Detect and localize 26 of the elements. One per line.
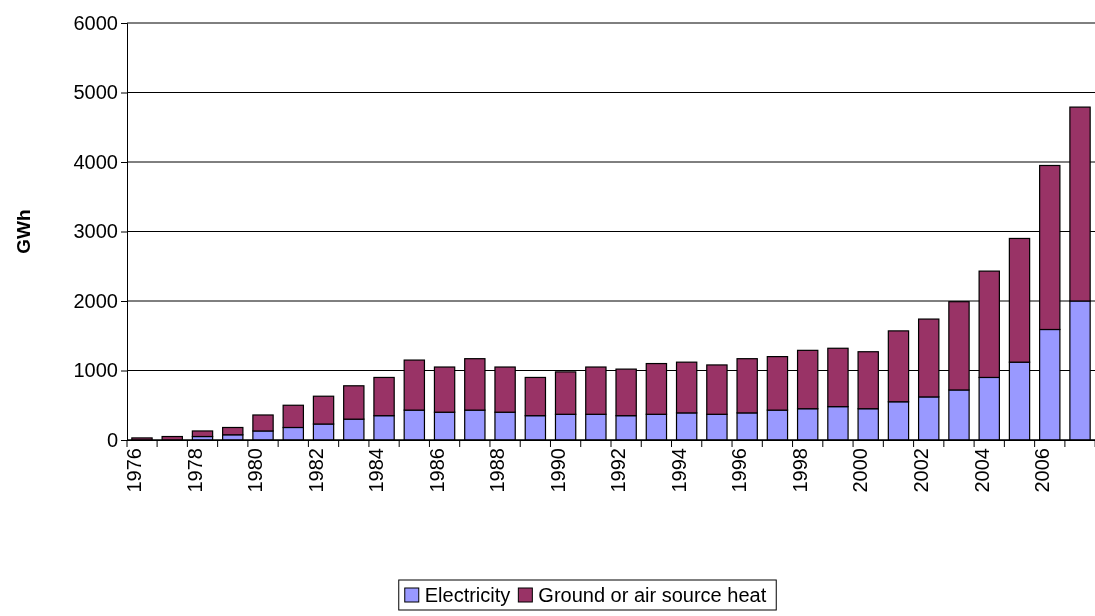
x-tick-label: 2000 xyxy=(849,448,872,493)
y-tick-label: 1000 xyxy=(73,359,118,382)
x-tick-label: 1980 xyxy=(244,448,267,493)
y-tick-label: 2000 xyxy=(73,289,118,312)
x-tick-label: 1982 xyxy=(304,448,327,493)
y-tick-label: 4000 xyxy=(73,150,118,173)
y-tick-label: 5000 xyxy=(73,81,118,104)
x-tick-label: 2004 xyxy=(970,448,993,493)
x-tick-label: 1978 xyxy=(183,448,206,493)
x-tick-label: 1990 xyxy=(546,448,569,493)
y-axis-title: GWh xyxy=(13,209,34,254)
x-tick-label: 1984 xyxy=(365,448,388,493)
x-tick-label: 2006 xyxy=(1031,448,1054,493)
x-tick-label: 1988 xyxy=(486,448,509,493)
legend-label: Electricity xyxy=(424,584,511,606)
x-tick-label: 1976 xyxy=(123,448,146,493)
x-tick-label: 1996 xyxy=(728,448,751,493)
x-tick-label: 1998 xyxy=(788,448,811,493)
y-tick-label: 6000 xyxy=(73,11,118,34)
x-tick-label: 1992 xyxy=(607,448,630,493)
x-tick-label: 1994 xyxy=(667,448,690,493)
x-tick-label: 2002 xyxy=(910,448,933,493)
x-tick-label: 1986 xyxy=(425,448,448,493)
y-tick-label: 3000 xyxy=(73,220,118,243)
y-tick-label: 0 xyxy=(106,428,118,451)
legend-label: Ground or air source heat xyxy=(538,584,767,606)
